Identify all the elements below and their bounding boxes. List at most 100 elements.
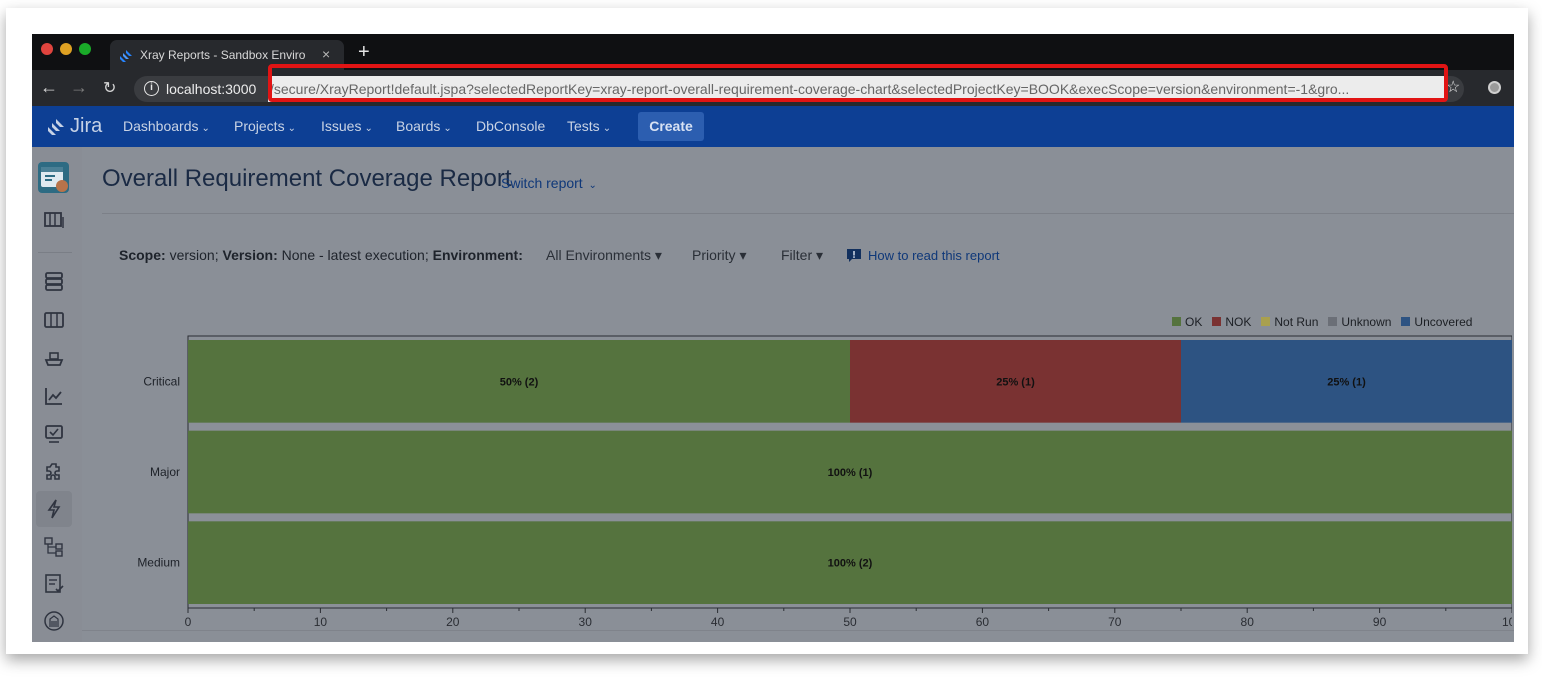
how-to-read-link[interactable]: How to read this report — [868, 248, 1000, 263]
xray-reports-icon[interactable] — [43, 498, 65, 520]
backlog-icon[interactable] — [43, 270, 65, 292]
back-icon[interactable]: ← — [40, 77, 58, 97]
url-path-selection[interactable]: /secure/XrayReport!default.jspa?selected… — [268, 76, 1444, 102]
tab-close-icon[interactable]: × — [322, 46, 331, 62]
bar-segment — [188, 430, 1512, 514]
window-maximize-button[interactable] — [79, 43, 91, 55]
footer-divider — [82, 630, 1514, 631]
window-close-button[interactable] — [41, 43, 53, 55]
x-tick-label: 10 — [314, 615, 328, 629]
tab-title: Xray Reports - Sandbox Enviro — [140, 48, 306, 62]
legend-item[interactable]: Uncovered — [1401, 315, 1472, 329]
project-avatar[interactable] — [38, 162, 69, 193]
report-filters: Scope: version; Version: None - latest e… — [119, 247, 523, 263]
nav-dashboards[interactable]: Dashboards ⌄ — [123, 118, 210, 134]
ship-icon[interactable] — [43, 347, 65, 369]
nav-projects[interactable]: Projects ⌄ — [234, 118, 296, 134]
addons-icon[interactable] — [43, 461, 65, 483]
profile-icon[interactable] — [1488, 81, 1501, 94]
new-tab-button[interactable]: + — [358, 41, 370, 63]
nav-issues[interactable]: Issues ⌄ — [321, 118, 373, 134]
scope-label: Scope: — [119, 247, 166, 263]
category-label: Major — [150, 465, 180, 479]
nav-dashboards-label: Dashboards — [123, 118, 199, 134]
x-tick-label: 40 — [711, 615, 725, 629]
chevron-down-icon: ⌄ — [201, 123, 210, 134]
nav-dbconsole[interactable]: DbConsole — [476, 118, 545, 134]
caret-down-icon: ▾ — [812, 247, 824, 263]
bar-data-label: 50% (2) — [500, 376, 539, 388]
test-plan-icon[interactable] — [43, 573, 65, 595]
environment-dropdown[interactable]: All Environments ▾ — [546, 247, 662, 264]
jira-favicon-icon — [120, 50, 132, 62]
caret-down-icon: ▾ — [735, 247, 747, 263]
nav-issues-label: Issues — [321, 118, 362, 134]
legend-label: OK — [1185, 315, 1203, 329]
x-tick-label: 20 — [446, 615, 460, 629]
bar-data-label: 100% (1) — [828, 467, 873, 479]
nav-tests[interactable]: Tests ⌄ — [567, 118, 611, 134]
window-minimize-button[interactable] — [60, 43, 72, 55]
address-bar[interactable]: i localhost:3000 /secure/XrayReport!defa… — [134, 76, 1464, 102]
bar-segment — [188, 340, 850, 423]
test-board-icon[interactable] — [43, 423, 65, 445]
chevron-down-icon: ⌄ — [287, 123, 296, 134]
jira-header: Jira Dashboards ⌄ Projects ⌄ Issues ⌄ Board… — [32, 106, 1514, 147]
legend-swatch — [1212, 317, 1222, 326]
filter-label: Filter — [781, 247, 813, 263]
board-icon[interactable] — [43, 209, 65, 231]
x-tick-label: 60 — [976, 615, 990, 629]
switch-report-link[interactable]: Switch report ⌄ — [501, 175, 597, 191]
x-tick-label: 70 — [1108, 615, 1122, 629]
jira-logo-text: Jira — [70, 115, 103, 137]
bar-data-label: 25% (1) — [1327, 376, 1366, 388]
coverage-chart: 50% (2) 25% (1) 25% (1) Critical 100% (1) Maj… — [137, 335, 1512, 629]
scope-value: version; — [169, 247, 219, 263]
url-path: /secure/XrayReport!default.jspa?selected… — [270, 81, 1350, 97]
project-avatar-icon — [41, 167, 68, 192]
legend-item[interactable]: NOK — [1212, 315, 1251, 329]
bar-segment — [850, 340, 1181, 423]
legend-item[interactable]: OK — [1172, 315, 1202, 329]
traceability-icon[interactable] — [43, 535, 65, 557]
jira-logo[interactable]: Jira — [46, 115, 118, 139]
bar-segment — [188, 521, 1512, 604]
priority-label: Priority — [692, 247, 736, 263]
chart-legend: OK NOK Not Run Unknown Uncovered — [1172, 315, 1482, 329]
version-label: Version: — [222, 247, 278, 263]
legend-swatch — [1328, 317, 1338, 326]
project-sidebar — [32, 147, 82, 642]
legend-swatch — [1261, 317, 1271, 326]
chevron-down-icon: ⌄ — [364, 123, 373, 134]
caret-down-icon: ▾ — [651, 247, 662, 263]
reload-icon[interactable]: ↻ — [103, 80, 117, 97]
x-tick-label: 30 — [579, 615, 593, 629]
nav-boards[interactable]: Boards ⌄ — [396, 118, 452, 134]
bar-data-label: 25% (1) — [996, 376, 1035, 388]
columns-icon[interactable] — [43, 309, 65, 331]
chevron-down-icon: ⌄ — [602, 123, 612, 134]
forward-icon[interactable]: → — [70, 77, 88, 97]
page-title: Overall Requirement Coverage Report — [102, 165, 512, 192]
title-divider — [102, 213, 1514, 214]
nav-dbconsole-label: DbConsole — [476, 118, 546, 134]
bookmark-star-icon[interactable]: ☆ — [1446, 79, 1461, 96]
priority-dropdown[interactable]: Priority ▾ — [692, 247, 746, 264]
chevron-down-icon: ⌄ — [585, 180, 597, 191]
bar-data-label: 100% (2) — [828, 558, 873, 570]
site-info-icon[interactable]: i — [144, 81, 159, 96]
legend-label: Not Run — [1274, 315, 1319, 329]
nav-boards-label: Boards — [396, 118, 441, 134]
url-highlight-box — [268, 64, 1448, 102]
archive-icon[interactable] — [43, 610, 65, 632]
filter-dropdown[interactable]: Filter ▾ — [781, 247, 823, 264]
reports-icon[interactable] — [43, 385, 65, 407]
jira-logo-icon — [48, 119, 64, 135]
legend-item[interactable]: Not Run — [1261, 315, 1318, 329]
switch-report-label: Switch report — [501, 175, 583, 191]
category-label: Critical — [143, 374, 180, 388]
legend-item[interactable]: Unknown — [1328, 315, 1391, 329]
create-button[interactable]: Create — [638, 112, 704, 141]
version-value: None - latest execution; — [281, 247, 429, 263]
nav-tests-label: Tests — [567, 118, 600, 134]
